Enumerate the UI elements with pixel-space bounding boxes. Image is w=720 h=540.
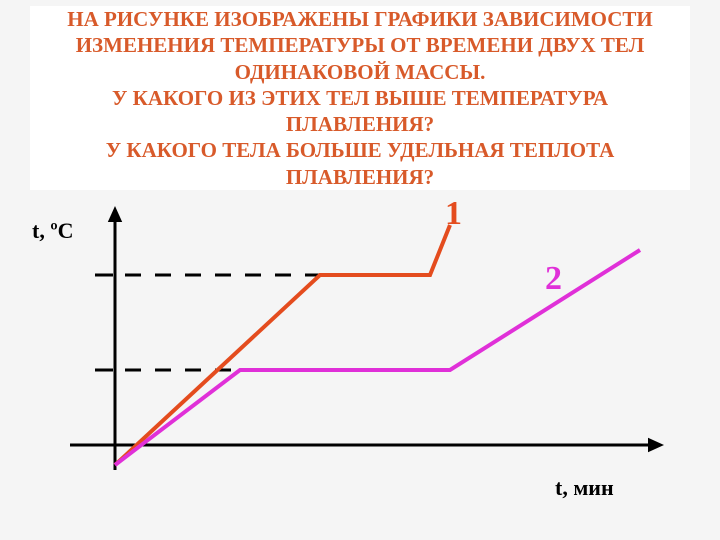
dashed-guides <box>95 275 320 370</box>
x-axis-label: t, мин <box>555 475 614 501</box>
page: НА РИСУНКЕ ИЗОБРАЖЕНЫ ГРАФИКИ ЗАВИСИМОСТ… <box>0 0 720 540</box>
title-line-2: ОДИНАКОВОЙ МАССЫ. <box>30 59 690 85</box>
title-line-4: ПЛАВЛЕНИЯ? <box>30 111 690 137</box>
series-2-label: 2 <box>545 260 562 298</box>
title-line-5: У КАКОГО ТЕЛА БОЛЬШЕ УДЕЛЬНАЯ ТЕПЛОТА <box>30 137 690 163</box>
y-axis-label: t, ºC <box>32 218 73 244</box>
title-line-0: НА РИСУНКЕ ИЗОБРАЖЕНЫ ГРАФИКИ ЗАВИСИМОСТ… <box>30 6 690 32</box>
title-block: НА РИСУНКЕ ИЗОБРАЖЕНЫ ГРАФИКИ ЗАВИСИМОСТ… <box>30 6 690 190</box>
title-line-1: ИЗМЕНЕНИЯ ТЕМПЕРАТУРЫ ОТ ВРЕМЕНИ ДВУХ ТЕ… <box>30 32 690 58</box>
series-1-label: 1 <box>445 195 462 233</box>
title-line-6: ПЛАВЛЕНИЯ? <box>30 164 690 190</box>
title-line-3: У КАКОГО ИЗ ЭТИХ ТЕЛ ВЫШЕ ТЕМПЕРАТУРА <box>30 85 690 111</box>
